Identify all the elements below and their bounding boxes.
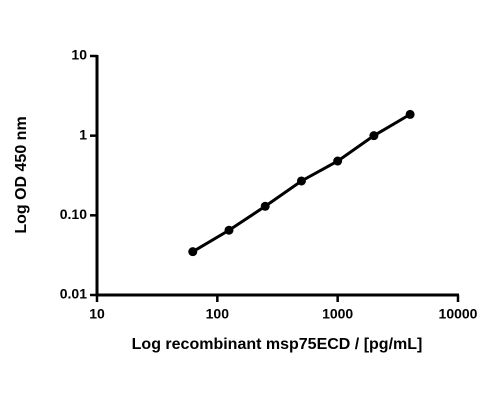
data-point	[224, 225, 234, 235]
y-tick-label: 0.10	[60, 206, 87, 222]
x-axis-label: Log recombinant msp75ECD / [pg/mL]	[132, 336, 423, 353]
y-tick-label: 10	[71, 47, 87, 63]
data-point	[405, 109, 415, 119]
data-point	[333, 156, 343, 166]
data-point	[188, 247, 198, 257]
data-point	[369, 131, 379, 141]
data-point	[296, 176, 306, 186]
x-tick-label: 1000	[322, 306, 353, 322]
x-tick-label: 10	[89, 306, 105, 322]
x-tick-label: 100	[206, 306, 230, 322]
x-tick-label: 10000	[439, 306, 478, 322]
y-axis-label: Log OD 450 nm	[13, 116, 30, 233]
data-point	[260, 201, 270, 211]
y-tick-label: 1	[79, 126, 87, 142]
y-tick-label: 0.01	[60, 286, 87, 302]
